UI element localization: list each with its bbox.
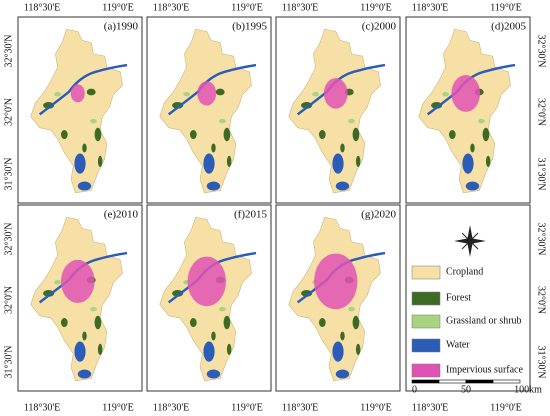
lat-label: 31°30'N [536,345,547,378]
legend-label: Forest [446,292,471,303]
legend-label: Grassland or shrub [446,315,522,326]
panel-label: (g)2020 [361,209,396,221]
lat-label: 32°30'N [3,34,14,67]
lat-label: 31°30'N [536,157,547,190]
scale-bar-label: 0 [412,384,417,395]
legend-swatch [411,314,441,329]
legend-swatch [411,363,441,378]
lat-label: 32°30'N [536,34,547,67]
lon-label: 119°0'E [360,2,392,13]
lon-label: 118°30'E [24,2,61,13]
impervious-area [323,78,348,109]
panel-label: (d)2005 [491,21,526,33]
lon-label: 118°30'E [153,2,190,13]
legend-swatch [411,265,441,280]
lat-label: 32°0'N [3,98,14,126]
panel-label: (b)1995 [232,21,267,33]
impervious-area [70,84,85,103]
scale-bar-label: 50 [461,384,471,395]
impervious-area [60,259,95,303]
lon-label: 119°0'E [231,2,263,13]
legend-swatch [411,291,441,306]
scale-bar-label: 100km [514,384,542,395]
lon-label: 118°30'E [412,402,449,413]
impervious-area [187,256,227,307]
lon-label: 119°0'E [490,2,522,13]
scale-bar-segment [411,379,440,384]
scale-bar-segment [492,379,521,384]
impervious-area [197,81,217,106]
lon-label: 119°0'E [102,402,134,413]
legend-label: Cropland [446,266,483,277]
legend-label: Water [446,339,470,350]
lon-label: 119°0'E [231,402,263,413]
legend-label: Impervious surface [446,364,523,375]
lon-label: 119°0'E [360,402,392,413]
lat-label: 31°30'N [3,345,14,378]
lon-label: 118°30'E [282,2,319,13]
legend-swatch [411,338,441,353]
lon-label: 118°30'E [24,402,61,413]
lat-label: 32°0'N [3,286,14,314]
scale-bar-segment [465,379,494,384]
lat-label: 31°30'N [3,157,14,190]
lon-label: 119°0'E [490,402,522,413]
panel-label: (a)1990 [104,21,139,33]
lat-label: 32°30'N [536,222,547,255]
lat-label: 32°0'N [536,286,547,314]
panel-label: (f)2015 [234,209,267,221]
scale-bar-segment [438,379,467,384]
panel-label: (c)2000 [362,21,397,33]
lat-label: 32°30'N [3,222,14,255]
lon-label: 118°30'E [153,402,190,413]
lon-label: 119°0'E [102,2,134,13]
lat-label: 32°0'N [536,98,547,126]
lon-label: 118°30'E [412,2,449,13]
lon-label: 118°30'E [282,402,319,413]
impervious-area [451,74,481,112]
impervious-area [314,253,358,310]
compass [461,232,479,250]
panel-label: (e)2010 [104,209,139,221]
